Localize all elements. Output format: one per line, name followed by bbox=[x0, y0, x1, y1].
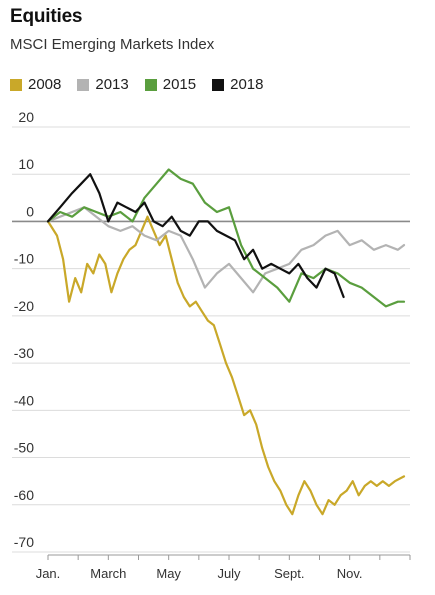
legend-label-2015: 2015 bbox=[162, 76, 197, 93]
legend-item-2015: 2015 bbox=[144, 76, 197, 93]
x-tick-label: July bbox=[217, 566, 241, 581]
y-tick-label: -30 bbox=[14, 345, 34, 361]
y-tick-label: -50 bbox=[14, 440, 34, 456]
legend-swatch-2018 bbox=[212, 78, 225, 91]
legend-label-2008: 2008 bbox=[28, 76, 62, 93]
y-tick-label: -40 bbox=[14, 392, 34, 408]
legend-swatch-2015 bbox=[144, 78, 157, 91]
chart-subtitle: MSCI Emerging Markets Index bbox=[10, 36, 215, 53]
legend-label-2013: 2013 bbox=[95, 76, 129, 93]
x-tick-label: May bbox=[156, 566, 181, 581]
series-line-2013 bbox=[46, 206, 406, 294]
x-tick-label: Nov. bbox=[337, 566, 363, 581]
chart-title: Equities bbox=[10, 6, 83, 27]
y-tick-label: 10 bbox=[18, 156, 34, 172]
y-tick-label: 0 bbox=[26, 203, 34, 219]
series-line-2015 bbox=[46, 168, 406, 308]
x-tick-label: Sept. bbox=[274, 566, 304, 581]
legend: 2008 2013 2015 2018 bbox=[10, 76, 264, 93]
y-tick-label: -70 bbox=[14, 534, 34, 550]
x-tick-label: March bbox=[90, 566, 126, 581]
x-tick-label: Jan. bbox=[36, 566, 61, 581]
series-line-2008 bbox=[46, 215, 406, 516]
y-tick-label: -10 bbox=[14, 251, 34, 267]
legend-swatch-2013 bbox=[77, 78, 90, 91]
legend-label-2018: 2018 bbox=[230, 76, 264, 93]
legend-swatch-2008 bbox=[10, 78, 22, 91]
legend-item-2013: 2013 bbox=[77, 76, 129, 93]
legend-item-2008: 2008 bbox=[10, 76, 61, 93]
series-line-2018 bbox=[46, 173, 345, 299]
legend-item-2018: 2018 bbox=[212, 76, 264, 93]
y-tick-label: -20 bbox=[14, 298, 34, 314]
y-tick-label: 20 bbox=[18, 109, 34, 125]
y-tick-label: -60 bbox=[14, 487, 34, 503]
